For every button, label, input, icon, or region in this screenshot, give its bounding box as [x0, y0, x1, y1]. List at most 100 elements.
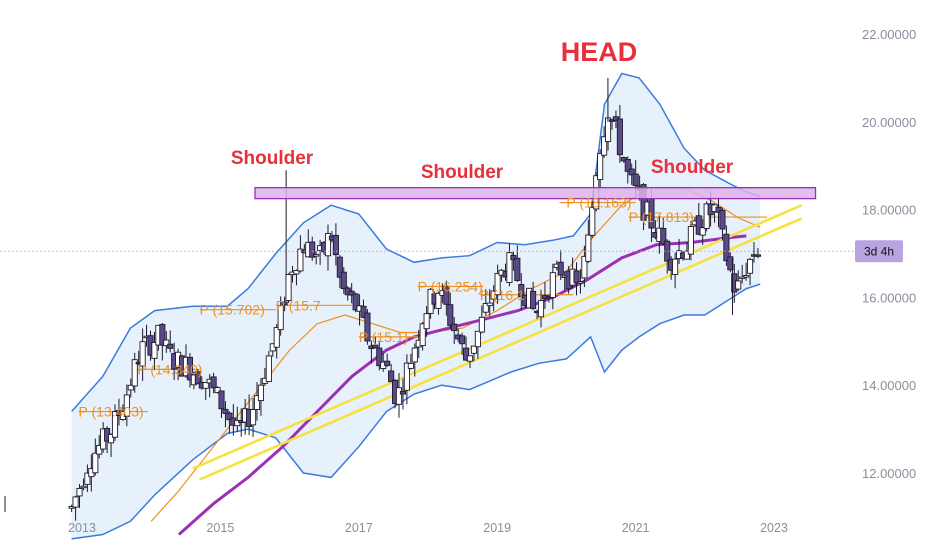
resistance-zone[interactable] [254, 186, 817, 200]
candle-body [514, 257, 521, 281]
candle-body [340, 271, 347, 290]
candle-body [419, 323, 426, 347]
candle-body [332, 234, 339, 256]
candle-body [324, 233, 332, 257]
purple-moving-average [177, 234, 747, 536]
interval-badge-bg [855, 240, 903, 263]
candle-body [470, 345, 477, 354]
candle-body [257, 384, 265, 402]
candle-body [253, 395, 261, 410]
candle-body [281, 301, 288, 306]
pivot-label: P (16.254) [418, 278, 483, 294]
candle-body [581, 255, 588, 279]
candle-body [699, 227, 706, 236]
candle-body [474, 330, 481, 348]
candle-body [743, 275, 750, 278]
candle-body [557, 261, 564, 276]
candle-body [510, 255, 517, 261]
x-tick-label: 2017 [345, 521, 373, 535]
candle-body [719, 209, 726, 230]
trend-line-2 [199, 217, 803, 481]
candle-body [486, 302, 493, 307]
resistance-zone-rect [254, 186, 817, 200]
band-fill [71, 73, 761, 539]
head-annotation: HEAD [561, 37, 638, 67]
candle-body [210, 376, 217, 389]
candle-body [411, 347, 418, 363]
candle-body [277, 305, 284, 331]
candle-body [715, 206, 722, 213]
candle-body [388, 370, 395, 383]
band-upper-line [71, 72, 761, 412]
interval-badge[interactable]: 3d 4h [855, 240, 903, 263]
trend-line-1 [192, 204, 803, 470]
candle-body [214, 387, 221, 393]
pivot-label: P (18.163) [566, 195, 631, 211]
candle-body [226, 412, 233, 421]
trend-lines[interactable] [192, 204, 803, 481]
candle-body [360, 305, 367, 318]
pivot-label: P (15.7 [276, 297, 321, 313]
candle-body [518, 284, 525, 298]
candle-body [624, 158, 631, 172]
candle-body [459, 335, 466, 345]
pivot-label: P (14.340) [137, 361, 202, 377]
candle-body [92, 452, 99, 474]
candle-body [494, 272, 501, 296]
candle-body [163, 339, 170, 347]
candle-body [683, 250, 690, 260]
candle-body [167, 343, 174, 349]
pivot-label: P (13.403) [79, 404, 144, 420]
y-tick-label: 12.00000 [862, 466, 916, 481]
candle-body [364, 312, 371, 342]
candle-body [108, 433, 115, 444]
candle-body [194, 371, 201, 385]
candle-body [482, 303, 489, 313]
middle-shoulder-annotation: Shoulder [421, 162, 504, 183]
candle-body [96, 444, 103, 455]
candle-body [463, 347, 470, 361]
x-tick-label: 2023 [760, 521, 788, 535]
candle-body [399, 390, 406, 395]
candle-body [577, 281, 584, 284]
candle-body [76, 487, 83, 497]
candles [68, 77, 761, 521]
band-lower-line [71, 283, 761, 540]
x-tick-label: 2021 [622, 521, 650, 535]
left-shoulder-annotation: Shoulder [231, 148, 314, 169]
candle-body [265, 355, 272, 383]
candle-body [123, 394, 130, 417]
bollinger-band [71, 72, 761, 540]
candle-body [672, 258, 679, 275]
candle-body [443, 285, 450, 305]
candle-body [273, 327, 280, 348]
candle-body [601, 136, 608, 156]
candle-body [139, 341, 146, 367]
candle-body [84, 472, 91, 485]
candle-body [530, 290, 537, 309]
y-axis: 22.00000 20.00000 18.00000 16.00000 14.00000… [862, 27, 916, 481]
candle-body [466, 355, 474, 362]
pivot-label: P (15.702) [200, 302, 265, 318]
candle-body [72, 496, 79, 508]
candle-body [628, 168, 635, 176]
candle-body [202, 381, 209, 389]
pivot-label: P (15.1) [359, 329, 409, 345]
candle-body [395, 387, 403, 405]
right-shoulder-annotation: Shoulder [651, 157, 734, 178]
candle-body [352, 293, 359, 311]
x-tick-label: 2013 [68, 521, 96, 535]
candle-body [111, 411, 119, 438]
pivot-label: P (17.813) [629, 209, 694, 225]
candle-body [589, 206, 596, 236]
candle-body [348, 290, 355, 296]
candle-body [754, 254, 761, 257]
candle-body [403, 362, 410, 391]
pattern-annotations: HEAD Shoulder Shoulder Shoulder [231, 37, 734, 183]
candle-body [234, 419, 241, 427]
candle-body [372, 344, 379, 349]
candle-body [336, 256, 343, 278]
candle-body [151, 342, 158, 359]
candle-body [616, 118, 623, 156]
